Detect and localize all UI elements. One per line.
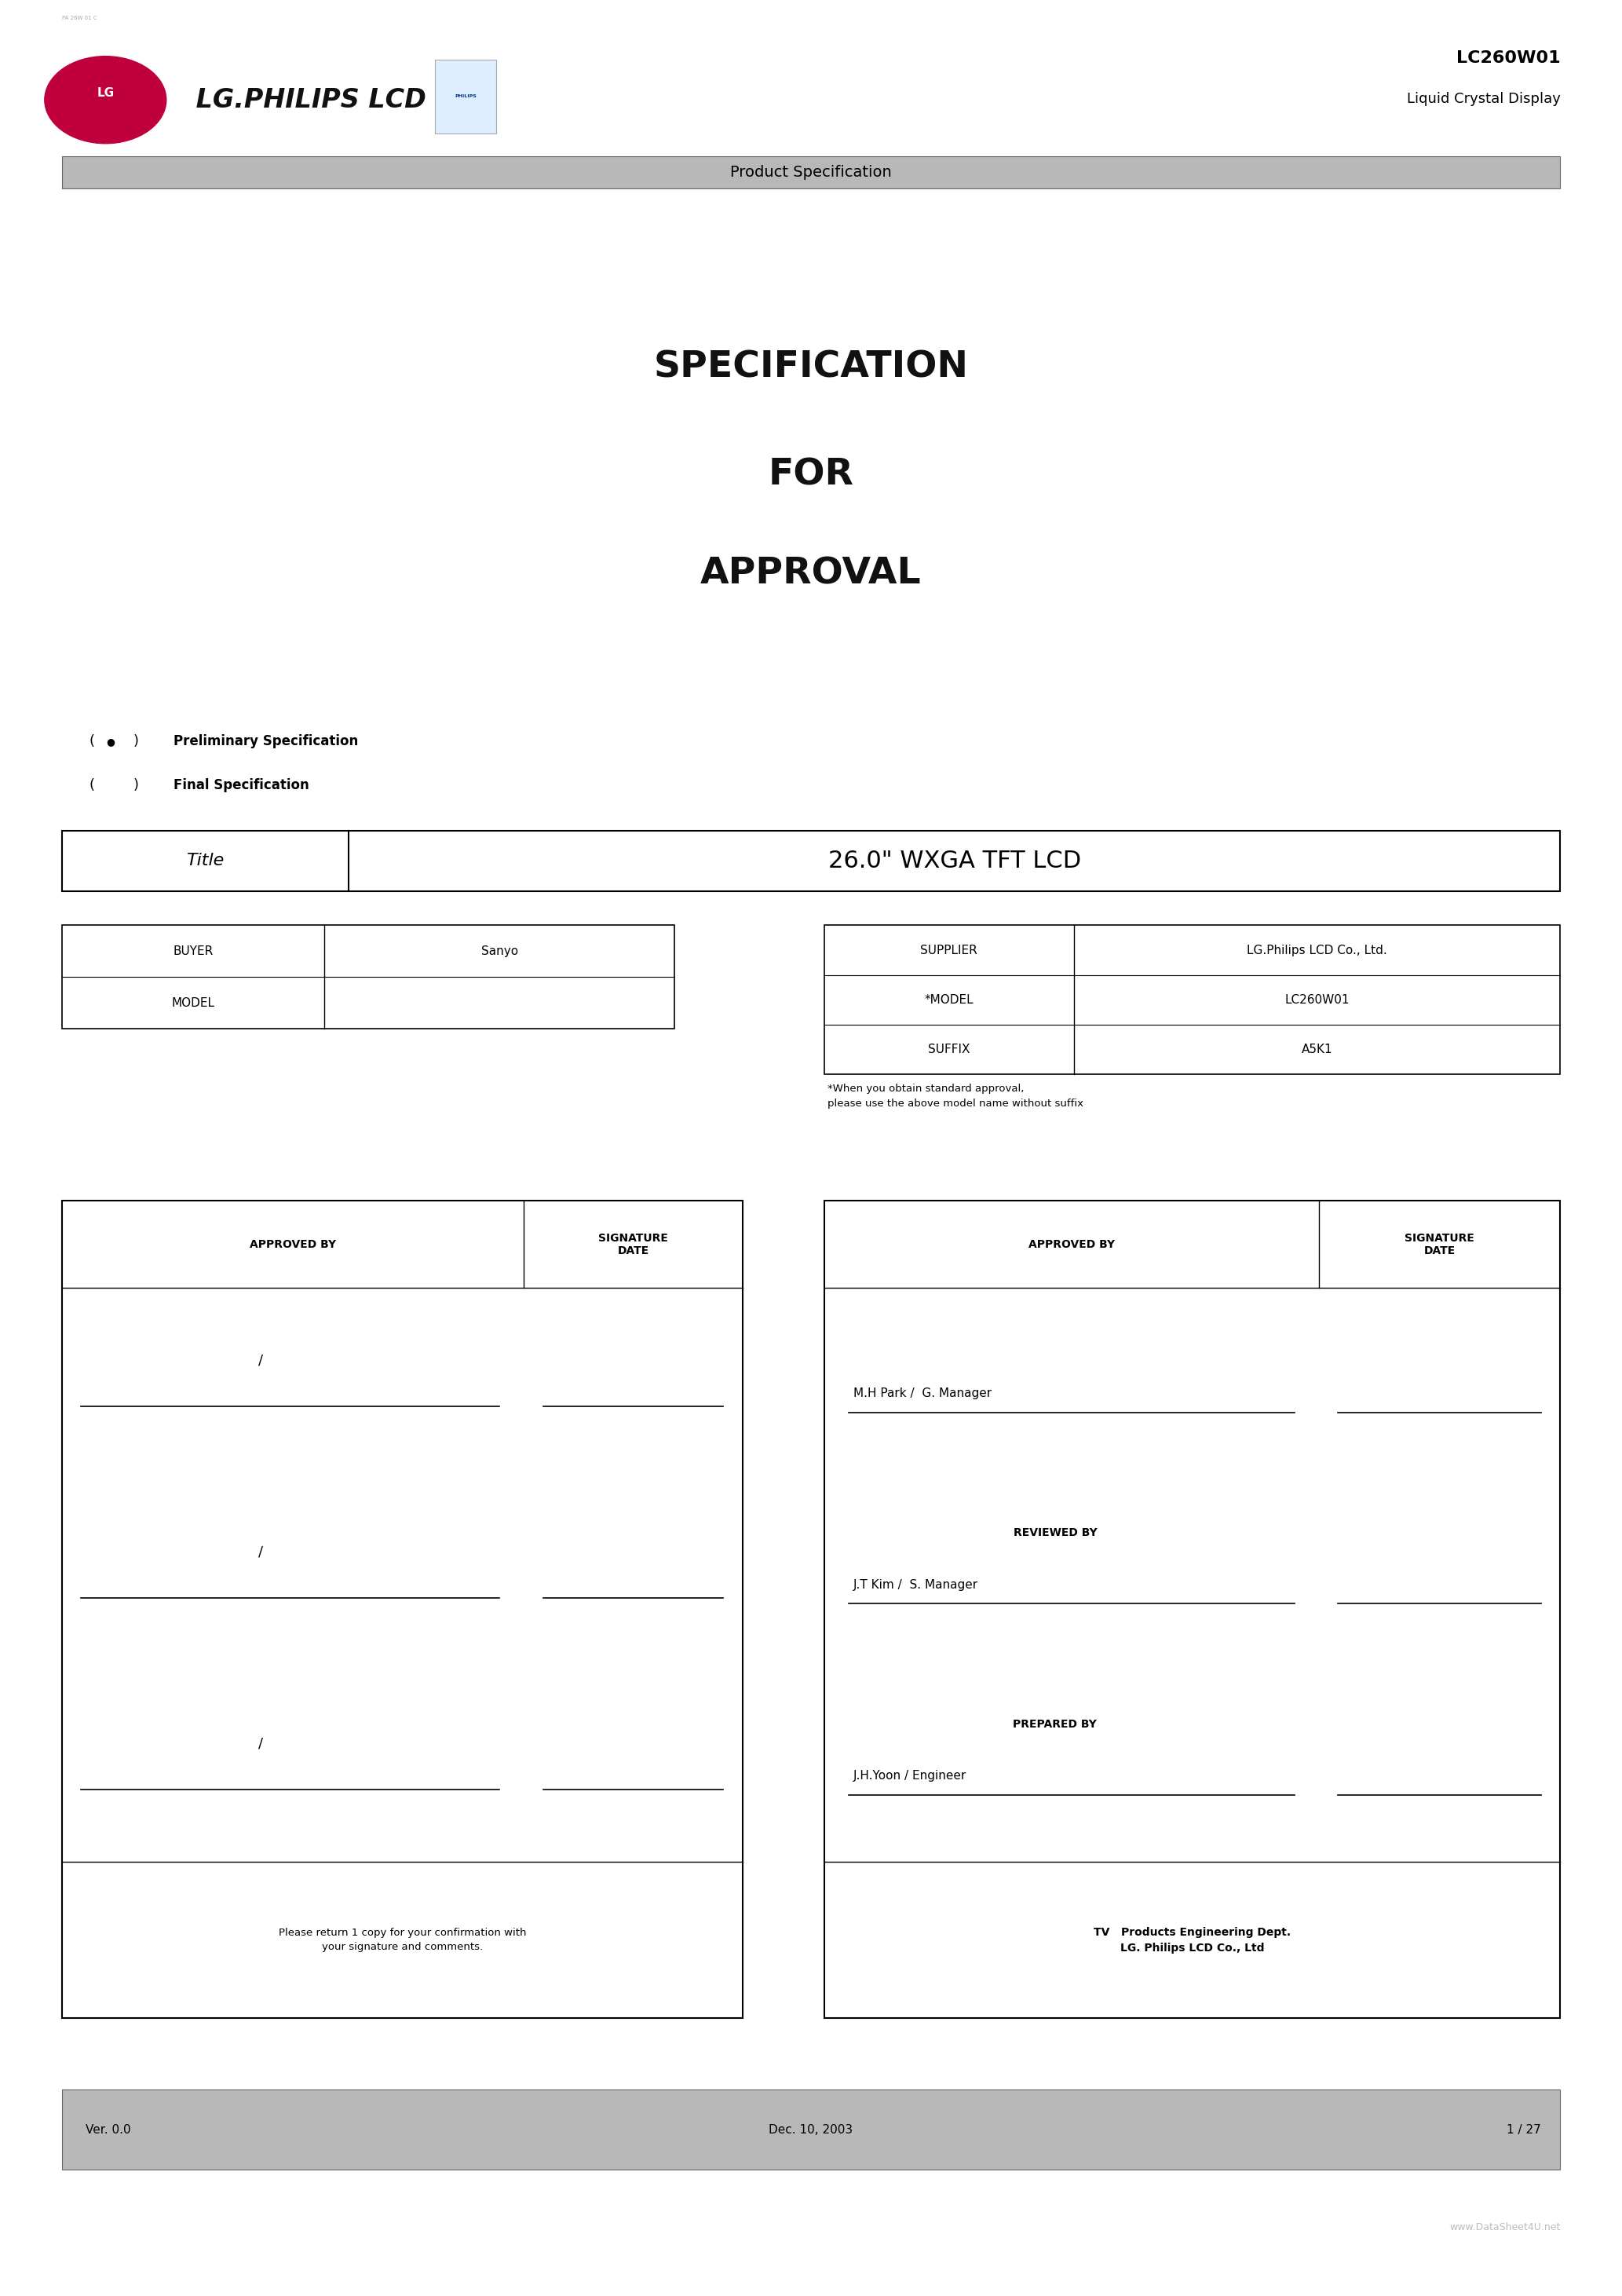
Text: J.H.Yoon / Engineer: J.H.Yoon / Engineer xyxy=(853,1770,967,1782)
Text: *When you obtain standard approval,
please use the above model name without suff: *When you obtain standard approval, plea… xyxy=(827,1084,1083,1109)
Text: Liquid Crystal Display: Liquid Crystal Display xyxy=(1406,92,1560,106)
Text: M.H Park /  G. Manager: M.H Park / G. Manager xyxy=(853,1387,991,1398)
Text: Preliminary Specification: Preliminary Specification xyxy=(174,735,358,748)
Bar xyxy=(62,1201,743,2018)
Text: 1 / 27: 1 / 27 xyxy=(1507,2124,1541,2135)
Text: Product Specification: Product Specification xyxy=(730,165,892,179)
Text: SIGNATURE
DATE: SIGNATURE DATE xyxy=(1405,1233,1474,1256)
Bar xyxy=(62,925,675,1029)
Text: FOR: FOR xyxy=(769,457,853,494)
Text: ●: ● xyxy=(105,737,115,746)
Text: MODEL: MODEL xyxy=(172,996,214,1008)
Bar xyxy=(62,156,1560,188)
Text: REVIEWED BY: REVIEWED BY xyxy=(1014,1527,1096,1538)
Text: PHILIPS: PHILIPS xyxy=(454,94,477,99)
Text: 26.0" WXGA TFT LCD: 26.0" WXGA TFT LCD xyxy=(829,850,1080,872)
Text: *MODEL: *MODEL xyxy=(925,994,973,1006)
Text: (: ( xyxy=(89,735,94,748)
Text: BUYER: BUYER xyxy=(174,946,212,957)
Text: LG.PHILIPS LCD: LG.PHILIPS LCD xyxy=(187,87,427,113)
Text: A5K1: A5K1 xyxy=(1301,1045,1333,1056)
Bar xyxy=(62,2089,1560,2170)
Text: LG.Philips LCD Co., Ltd.: LG.Philips LCD Co., Ltd. xyxy=(1247,944,1387,955)
Text: Ver. 0.0: Ver. 0.0 xyxy=(86,2124,131,2135)
Text: LC260W01: LC260W01 xyxy=(1285,994,1350,1006)
Text: Final Specification: Final Specification xyxy=(174,778,310,792)
Bar xyxy=(824,1201,1560,2018)
Text: PREPARED BY: PREPARED BY xyxy=(1014,1720,1096,1729)
Text: Sanyo: Sanyo xyxy=(482,946,517,957)
Text: Please return 1 copy for your confirmation with
your signature and comments.: Please return 1 copy for your confirmati… xyxy=(279,1929,526,1952)
Text: Title: Title xyxy=(187,854,224,868)
Text: APPROVAL: APPROVAL xyxy=(701,556,921,592)
Text: SIGNATURE
DATE: SIGNATURE DATE xyxy=(599,1233,668,1256)
Text: SUPPLIER: SUPPLIER xyxy=(920,944,978,955)
Text: (: ( xyxy=(89,778,94,792)
Bar xyxy=(62,831,1560,891)
Text: /: / xyxy=(258,1545,263,1559)
Text: SUFFIX: SUFFIX xyxy=(928,1045,970,1056)
Text: J.T Kim /  S. Manager: J.T Kim / S. Manager xyxy=(853,1580,978,1591)
Text: ): ) xyxy=(133,778,138,792)
Text: /: / xyxy=(258,1736,263,1750)
Text: TV   Products Engineering Dept.
LG. Philips LCD Co., Ltd: TV Products Engineering Dept. LG. Philip… xyxy=(1093,1926,1291,1954)
Ellipse shape xyxy=(45,55,165,142)
Text: www.DataSheet4U.net: www.DataSheet4U.net xyxy=(1450,2223,1560,2232)
Text: APPROVED BY: APPROVED BY xyxy=(1028,1240,1114,1249)
Text: APPROVED BY: APPROVED BY xyxy=(250,1240,336,1249)
Text: /: / xyxy=(258,1355,263,1368)
Text: ): ) xyxy=(133,735,138,748)
Bar xyxy=(435,60,496,133)
Bar xyxy=(824,925,1560,1075)
Text: Dec. 10, 2003: Dec. 10, 2003 xyxy=(769,2124,853,2135)
Text: PA 26W 01 C: PA 26W 01 C xyxy=(62,16,97,21)
Text: LC260W01: LC260W01 xyxy=(1457,51,1560,67)
Text: LG: LG xyxy=(97,87,114,99)
Text: SPECIFICATION: SPECIFICATION xyxy=(654,349,968,386)
